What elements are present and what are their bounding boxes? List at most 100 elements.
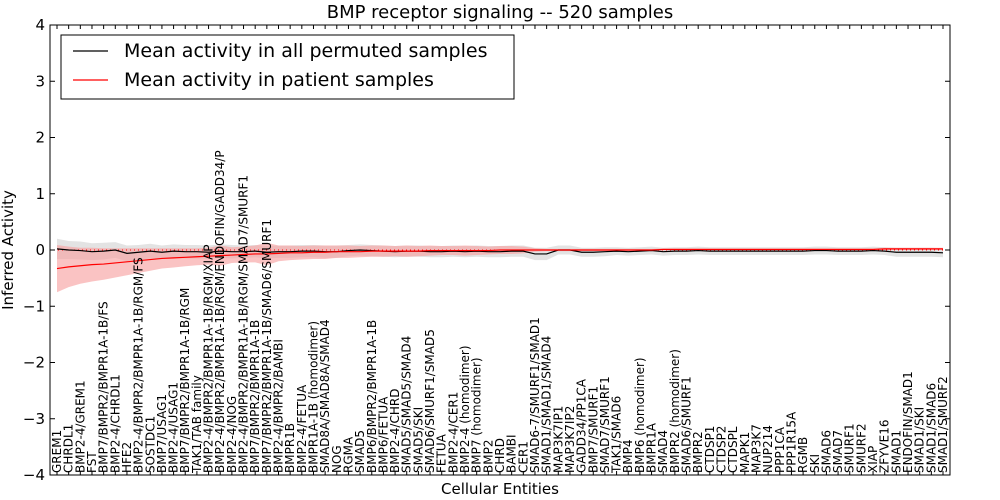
x-tick-label: BMP2-4/CHRD [388,389,402,473]
legend-box [60,34,515,100]
x-tick-label: BMP7/BMPR2/BMPR1A-1B/SMAD6/SMURF1 [260,219,274,473]
x-tick-label: BMP2-4/CER1 [446,392,460,473]
series-layer [56,248,944,270]
x-tick-label: BMP7/BMPR2/BMPR1A-1B/RGM [178,288,192,473]
x-tick-label: BMP2 [481,440,495,473]
x-tick-label: BMP2-4/NOG [225,396,239,473]
y-axis: −4 −3 −2 −1 0 1 2 3 4 [23,16,950,484]
x-tick-label: TAK1/SMAD6 [610,396,624,474]
x-tick-label: NUP214 [761,425,775,473]
x-tick-label: SMAD5/SMAD5/SMAD4 [400,336,414,473]
x-tick-label: PPP1CA [773,426,787,473]
x-tick-label: GREM1 [50,430,64,473]
x-tick-label: SMAD7/SMURF1 [598,376,612,473]
x-tick-label: BMP2-4/BMPR2/BMPR1A-1B/RGM/SMAD7/SMURF1 [237,175,251,473]
x-tick-label: BMP2-4/BMPR2/BMPR1A-1B/RGM/FS [132,257,146,473]
x-tick-label: NOG [330,445,344,473]
x-tick-label: BMP7/USAG1 [155,394,169,473]
x-tick-label: CTDSPL [726,426,740,473]
x-tick-label: ZFYVE16 [878,419,892,473]
legend-label-patient: Mean activity in patient samples [124,69,434,91]
x-axis: GREM1CHRDL1BMP2-4/GREM1FSTBMP7/BMPR2/BMP… [50,25,950,475]
x-tick-label: RGMA [341,436,355,473]
x-tick-label: CER1 [516,441,530,473]
band-patient [57,242,943,293]
x-tick-label: BMPR1A-1B (homodimer) [306,321,320,473]
x-tick-label: BMP7/BMPR2/BMPR1A-1B/FS [97,301,111,473]
y-tick-label: 2 [35,129,45,147]
x-tick-label: TAK1/TAB family [190,375,204,474]
x-tick-label: FETUA [435,433,449,473]
x-tick-label: SMAD6-7/SMURF1/SMAD1 [528,317,542,473]
series-line-patient [56,248,943,270]
x-tick-label: BMPR2 [691,431,705,473]
y-tick-label: 3 [35,72,45,90]
x-tick-label: SMAD1/SMURF2 [936,376,950,473]
series-line-permuted [56,248,944,255]
x-tick-label: SMAD1/SMAD1/SMAD4 [540,336,554,473]
x-tick-label: BMP6/BMPR2/BMPR1A-1B [365,320,379,473]
x-tick-label: MAP3K7IP2 [563,406,577,473]
x-tick-label: SMAD6/SMURF1 [680,376,694,473]
x-tick-label: SMAD1/SKI [913,407,927,473]
x-tick-label: BMP4 [621,440,635,473]
y-tick-label: −1 [23,297,45,315]
x-tick-label: BMP6/FETUA [376,396,390,473]
x-tick-label: SOSTDC1 [143,416,157,473]
x-tick-label: BMPR1B [283,423,297,473]
y-axis-label: Inferred Activity [0,190,17,310]
x-tick-label: CHRD [493,438,507,473]
x-tick-label: BMP2-4/BMPR2/BAMBI [272,339,286,473]
x-tick-label: CHRDL1 [62,424,76,473]
x-tick-label: SMAD1 [889,430,903,473]
x-tick-label: BMP2-4/CHRDL1 [108,374,122,473]
x-tick-label: XIAP [866,446,880,473]
legend-label-permuted: Mean activity in all permuted samples [124,40,487,62]
x-tick-label: SMURF1 [843,423,857,473]
x-tick-label: BMP7 (homodimer) [470,357,484,473]
x-tick-label: MAP3K7 [749,424,763,473]
x-tick-label: SMURF2 [854,423,868,473]
x-tick-label: CTDSP1 [703,426,717,473]
y-tick-label: 1 [35,185,45,203]
x-tick-label: BMP2-4/BMPR2/BMPR1A-1B/RGM/XIAP [202,244,216,473]
chart-title: BMP receptor signaling -- 520 samples [327,2,674,23]
x-tick-label: SMAD8A/SMAD8A/SMAD4 [318,319,332,473]
legend: Mean activity in all permuted samples Me… [60,34,515,100]
x-tick-label: BMP2-4/USAG1 [167,382,181,473]
y-tick-label: −4 [23,466,45,484]
y-tick-label: 0 [35,241,45,259]
x-tick-label: ENDOFIN/SMAD1 [901,371,915,473]
x-tick-label: GADD34/PP1CA [575,378,589,473]
x-tick-label: BMP2-4 (homodimer) [458,345,472,473]
x-tick-label: BMP7/BMPR2/BMPR1A-1B [248,320,262,473]
x-tick-label: PPP1R15A [784,411,798,473]
y-tick-label: 4 [35,16,45,34]
x-tick-label: SMAD1/SMAD6 [924,383,938,473]
x-tick-label: FST [85,451,99,473]
x-tick-label: BMP2-4/BMPR2/BMPR1A-1B/RGM/ENDOFIN/GADD3… [213,150,227,473]
x-tick-label: RGMB [796,437,810,473]
x-tick-label: SKI [808,454,822,473]
x-tick-label: SMAD6/SMURF1/SMAD5 [423,329,437,473]
x-tick-label: BMP2-4/FETUA [295,384,309,473]
x-tick-label: BAMBI [505,434,519,473]
y-tick-label: −2 [23,354,45,372]
x-tick-label: SMAD5/SKI [411,407,425,473]
x-tick-label: BMP2-4/GREM1 [73,380,87,473]
x-tick-label: HFE2 [120,442,134,473]
x-tick-label: MAPK1 [738,432,752,473]
x-tick-label: SMAD6 [819,430,833,473]
x-tick-label: BMPR1A [645,422,659,473]
x-tick-label: SMAD5 [353,430,367,473]
x-tick-label: SMAD7 [831,430,845,473]
x-axis-label: Cellular Entities [441,480,559,498]
x-tick-label: SMAD4 [656,430,670,473]
x-tick-label: BMP7/SMURF1 [586,386,600,473]
x-tick-label: BMPR2 (homodimer) [668,349,682,473]
y-tick-label: −3 [23,410,45,428]
x-tick-label: CTDSP2 [715,426,729,473]
x-tick-label: MAP3K7IP1 [551,406,565,473]
x-tick-label: BMP6 (homodimer) [633,357,647,473]
